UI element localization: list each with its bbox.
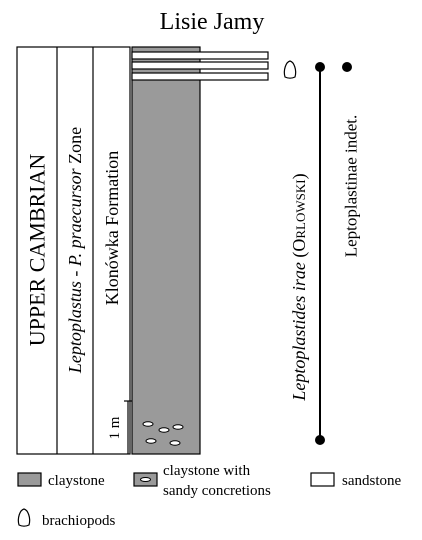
columns-frame	[16, 46, 131, 455]
legend-label-sandstone: sandstone	[342, 473, 402, 489]
taxon-label-leptoplastinae: Leptoplastinae indet.	[342, 115, 361, 258]
formation-label: Klonówka Formation	[102, 151, 122, 306]
legend-label-claystone: claystone	[48, 473, 105, 489]
legend-swatch-claystone	[17, 472, 42, 487]
scale-bar-label: 1 m	[107, 416, 123, 439]
zone-label: Leptoplastus - P. praecursor Zone	[65, 127, 85, 374]
zone-separator: -	[65, 266, 85, 281]
concretion	[145, 438, 157, 444]
sandstone-bed-1	[131, 51, 269, 60]
sandy-concretions	[142, 421, 184, 446]
claystone-column	[131, 46, 201, 455]
taxon-name: Leptoplastides irae	[289, 262, 309, 402]
taxon-label-leptoplastides-irae: Leptoplastides irae (Orlowski)	[289, 173, 310, 401]
brachiopod-icon	[283, 60, 297, 79]
legend-label-concretions-line2: sandy concretions	[163, 483, 271, 499]
zone-genus: Leptoplastus	[65, 281, 85, 374]
legend-concretion-icon	[140, 477, 151, 482]
legend-brachiopod-icon	[17, 508, 31, 527]
concretion	[169, 440, 181, 446]
zone-suffix: Zone	[65, 127, 85, 168]
diagram-title: Lisie Jamy	[160, 9, 265, 35]
range-bottom-dot-leptoplastides-irae	[315, 435, 325, 445]
range-top-dot-leptoplastides-irae	[315, 62, 325, 72]
taxon-author: (Orlowski)	[289, 173, 310, 257]
legend-label-brachiopods: brachiopods	[42, 513, 115, 529]
occurrence-dot-leptoplastinae	[342, 62, 352, 72]
legend-swatch-sandstone	[310, 472, 335, 487]
concretion	[172, 424, 184, 430]
concretion	[142, 421, 154, 427]
concretion	[158, 427, 170, 433]
zone-species: P. praecursor	[65, 167, 85, 267]
sandstone-bed-2	[131, 61, 269, 70]
sandstone-bed-3	[131, 72, 269, 81]
system-label: UPPER CAMBRIAN	[25, 154, 50, 347]
legend-label-concretions-line1: claystone with	[163, 463, 251, 479]
